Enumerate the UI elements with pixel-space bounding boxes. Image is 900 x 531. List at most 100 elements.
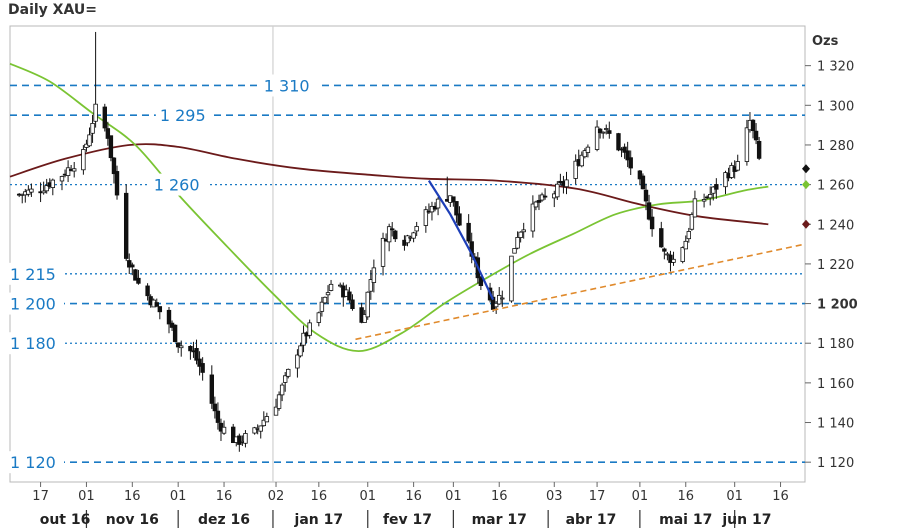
x-tick-label: 02: [268, 489, 285, 504]
candle-body: [542, 195, 548, 198]
candle-body: [133, 269, 138, 281]
candle-body: [390, 228, 395, 231]
candle-body: [680, 247, 685, 262]
trendline-layer: [355, 180, 806, 341]
level-label: 1 295: [160, 106, 206, 125]
candle-body: [530, 203, 536, 232]
candle-body: [298, 345, 303, 357]
candle-body: [197, 358, 202, 367]
candle-body: [521, 229, 526, 233]
candle-body: [640, 175, 646, 190]
candle-body: [301, 332, 306, 346]
candle-body: [646, 202, 652, 220]
ma-long-line: [9, 143, 769, 226]
candle-body: [282, 375, 288, 383]
candle-body: [44, 185, 49, 192]
candle-body: [114, 171, 120, 196]
candle-body: [108, 135, 114, 159]
highlight-segment: [427, 180, 495, 301]
candle-body: [81, 149, 86, 171]
candle-body: [261, 419, 266, 427]
candle-body: [616, 133, 621, 151]
candle-body: [518, 231, 523, 238]
candle-body: [93, 103, 98, 122]
candle-body: [209, 374, 215, 404]
level-label-bg: [259, 74, 318, 97]
series-marker: [802, 219, 810, 229]
candle-body: [405, 235, 410, 244]
candle-body: [689, 214, 695, 230]
candle-body: [628, 157, 633, 169]
level-label: 1 180: [10, 334, 56, 353]
candle-body: [286, 368, 291, 377]
candle-body: [701, 199, 707, 202]
x-tick-label: 01: [170, 489, 187, 504]
moving-averages: [9, 62, 769, 353]
candle-body: [279, 384, 285, 396]
x-tick-label: 16: [491, 489, 508, 504]
x-tick-label: 16: [216, 489, 233, 504]
level-label-bg: [6, 332, 64, 355]
candle-body: [665, 253, 670, 256]
level-label-bg: [149, 173, 208, 196]
candle-body: [237, 435, 242, 445]
candle-body: [59, 176, 65, 182]
candle-body: [316, 312, 322, 323]
candle-body: [735, 161, 740, 171]
candle-body: [509, 255, 514, 302]
candle-body: [295, 354, 300, 369]
candle-body: [347, 291, 352, 301]
x-tick-label: 16: [311, 489, 328, 504]
candle-body: [723, 172, 728, 188]
candle-body: [750, 119, 756, 132]
candle-body: [72, 168, 77, 172]
candle-body: [307, 322, 312, 336]
level-label: 1 260: [154, 176, 200, 195]
candle-body: [451, 196, 456, 203]
x-tick-label: 01: [632, 489, 649, 504]
month-label: dez 16: [198, 512, 250, 528]
candle-body: [172, 324, 178, 343]
candle-body: [90, 123, 95, 134]
candle-body: [686, 231, 692, 240]
candlesticks: [16, 31, 762, 452]
month-label: mar 17: [472, 512, 527, 528]
candle-body: [597, 128, 603, 134]
candle-body: [536, 200, 542, 203]
month-label: mai 17: [659, 512, 712, 528]
candle-body: [622, 146, 627, 153]
candle-body: [386, 226, 392, 243]
candle-body: [105, 128, 111, 139]
candle-body: [319, 301, 325, 312]
candle-body: [625, 150, 630, 161]
candle-body: [50, 179, 56, 188]
candle-body: [29, 188, 34, 193]
candle-body: [454, 201, 459, 216]
level-lines: [10, 84, 805, 463]
level-label: 1 310: [264, 76, 310, 95]
x-tick-label: 03: [546, 489, 563, 504]
candle-body: [154, 302, 159, 307]
y-tick-label: 1 320: [817, 60, 854, 75]
x-tick-label: 16: [677, 489, 694, 504]
level-labels: 1 310 1 295 1 260 1 215 1 200 1 180 1 120: [6, 74, 318, 474]
x-tick-label: 16: [405, 489, 422, 504]
y-tick-label: 1 240: [817, 218, 854, 233]
y-tick-label: 1 220: [817, 258, 854, 273]
candle-body: [350, 299, 355, 310]
candle-body: [365, 291, 370, 318]
candle-body: [371, 267, 377, 283]
level-label: 1 200: [10, 295, 56, 314]
candle-body: [380, 237, 386, 267]
candle-body: [594, 126, 600, 150]
x-tick-label: 16: [124, 489, 141, 504]
candle-body: [493, 302, 499, 308]
candle-body: [668, 254, 673, 263]
candle-body: [368, 279, 374, 292]
candle-body: [643, 189, 649, 202]
candle-body: [194, 348, 199, 361]
candle-body: [512, 248, 517, 254]
candle-body: [221, 426, 227, 434]
candle-body: [649, 216, 655, 230]
